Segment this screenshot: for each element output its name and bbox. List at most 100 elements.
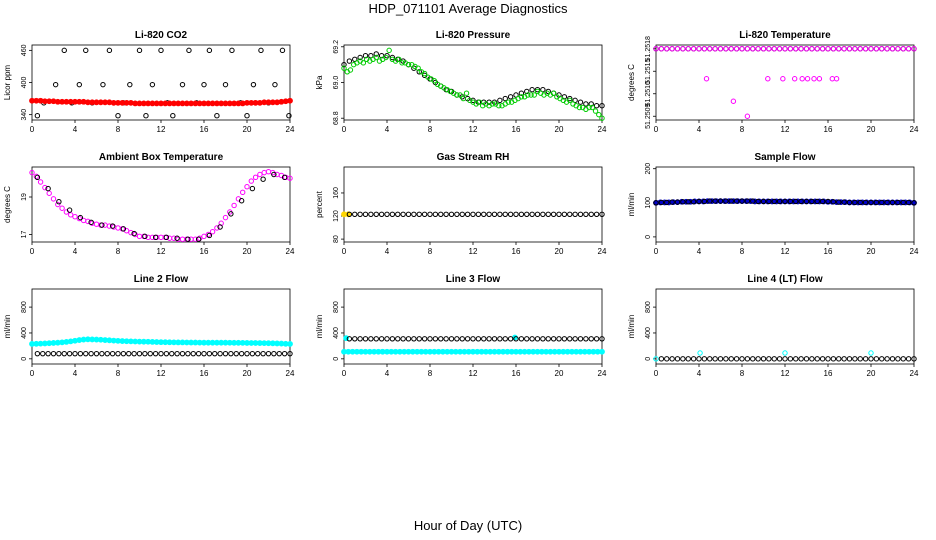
data-point: [174, 350, 180, 357]
data-point: [486, 336, 492, 342]
series-0: [29, 168, 293, 242]
data-point: [680, 199, 686, 205]
x-tick-label: 4: [385, 369, 390, 378]
data-point: [454, 211, 460, 218]
chart-title: Line 4 (LT) Flow: [747, 274, 823, 285]
data-point: [717, 198, 724, 204]
data-point: [357, 211, 363, 218]
chart-panel-gas-rh: Gas Stream RH percent 0 4 8 12 16 20 24 80 120 160: [315, 152, 607, 256]
data-point: [728, 46, 734, 52]
data-point: [50, 350, 57, 357]
x-tick-label: 24: [598, 125, 607, 134]
data-point: [170, 113, 176, 119]
data-point: [152, 350, 159, 357]
data-point: [201, 350, 207, 357]
data-point: [185, 236, 191, 242]
y-axis-label: degrees C: [627, 64, 636, 101]
data-point: [793, 198, 799, 205]
data-point: [782, 198, 788, 205]
data-point: [405, 61, 412, 68]
data-point: [287, 341, 293, 347]
data-point: [889, 199, 896, 206]
y-tick-label: 400: [21, 327, 28, 339]
data-point: [347, 67, 354, 73]
data-point: [497, 336, 503, 342]
chart-title: Li-820 CO2: [135, 30, 188, 41]
x-tick-label: 20: [867, 247, 876, 256]
y-axis-label: ml/min: [627, 315, 636, 339]
data-point: [100, 81, 106, 88]
series-0: [29, 336, 293, 347]
chart-panel-line4-flow: Line 4 (LT) Flow ml/min 0 4 8 12 16 20 24 0 400 800: [627, 274, 919, 378]
y-axis-label: ml/min: [627, 193, 636, 217]
data-point: [873, 46, 880, 52]
data-point: [707, 46, 713, 52]
data-point: [131, 350, 137, 357]
data-point: [776, 356, 783, 362]
data-point: [421, 336, 428, 342]
data-point: [61, 47, 67, 54]
series-1: [34, 171, 288, 242]
data-point: [72, 213, 78, 220]
data-point: [809, 46, 815, 52]
data-point: [120, 350, 127, 357]
data-point: [432, 211, 439, 218]
data-point: [197, 235, 203, 241]
data-point: [448, 336, 455, 342]
data-point: [238, 198, 245, 204]
data-point: [34, 113, 41, 119]
data-point: [658, 199, 665, 206]
data-point: [730, 98, 737, 104]
data-point: [567, 95, 573, 102]
data-point: [459, 211, 465, 218]
data-point: [534, 211, 541, 218]
data-point: [841, 356, 847, 362]
data-point: [707, 356, 713, 362]
data-point: [744, 356, 751, 362]
data-point: [567, 336, 573, 342]
y-tick-label: 51.2509: [645, 103, 652, 128]
x-tick-label: 8: [116, 369, 121, 378]
plot-frame: [655, 44, 915, 121]
x-tick-label: 12: [469, 125, 478, 134]
data-point: [405, 211, 412, 218]
y-tick-label: 69.0: [333, 76, 340, 90]
series-1: [653, 198, 917, 206]
data-point: [596, 111, 602, 118]
data-point: [464, 336, 471, 342]
data-point: [524, 88, 530, 95]
series-1: [658, 356, 917, 362]
data-point: [222, 81, 229, 88]
data-point: [798, 198, 804, 205]
data-point: [383, 54, 389, 61]
data-point: [830, 46, 837, 52]
data-point: [46, 190, 52, 196]
plot-frame: [655, 288, 915, 365]
data-point: [158, 47, 164, 54]
data-point: [701, 356, 708, 362]
data-point: [868, 199, 874, 206]
data-point: [427, 336, 433, 342]
plot-frame: [343, 44, 603, 121]
data-point: [362, 211, 369, 218]
data-point: [454, 336, 460, 342]
data-point: [577, 99, 584, 105]
data-point: [697, 350, 703, 356]
data-point: [405, 336, 412, 342]
x-tick-label: 4: [73, 125, 78, 134]
data-point: [782, 46, 788, 52]
data-point: [76, 81, 83, 88]
data-point: [260, 350, 266, 357]
series-1: [653, 46, 917, 119]
data-point: [438, 211, 444, 218]
data-point: [524, 211, 530, 218]
data-point: [518, 336, 525, 342]
data-point: [545, 336, 551, 342]
data-point: [545, 211, 551, 218]
data-point: [37, 179, 44, 185]
data-point: [680, 356, 686, 362]
data-point: [717, 46, 724, 52]
data-point: [109, 350, 116, 357]
chart-panel-line2-flow: Line 2 Flow ml/min 0 4 8 12 16 20 24 0 400 800: [3, 274, 295, 378]
data-point: [206, 350, 213, 357]
